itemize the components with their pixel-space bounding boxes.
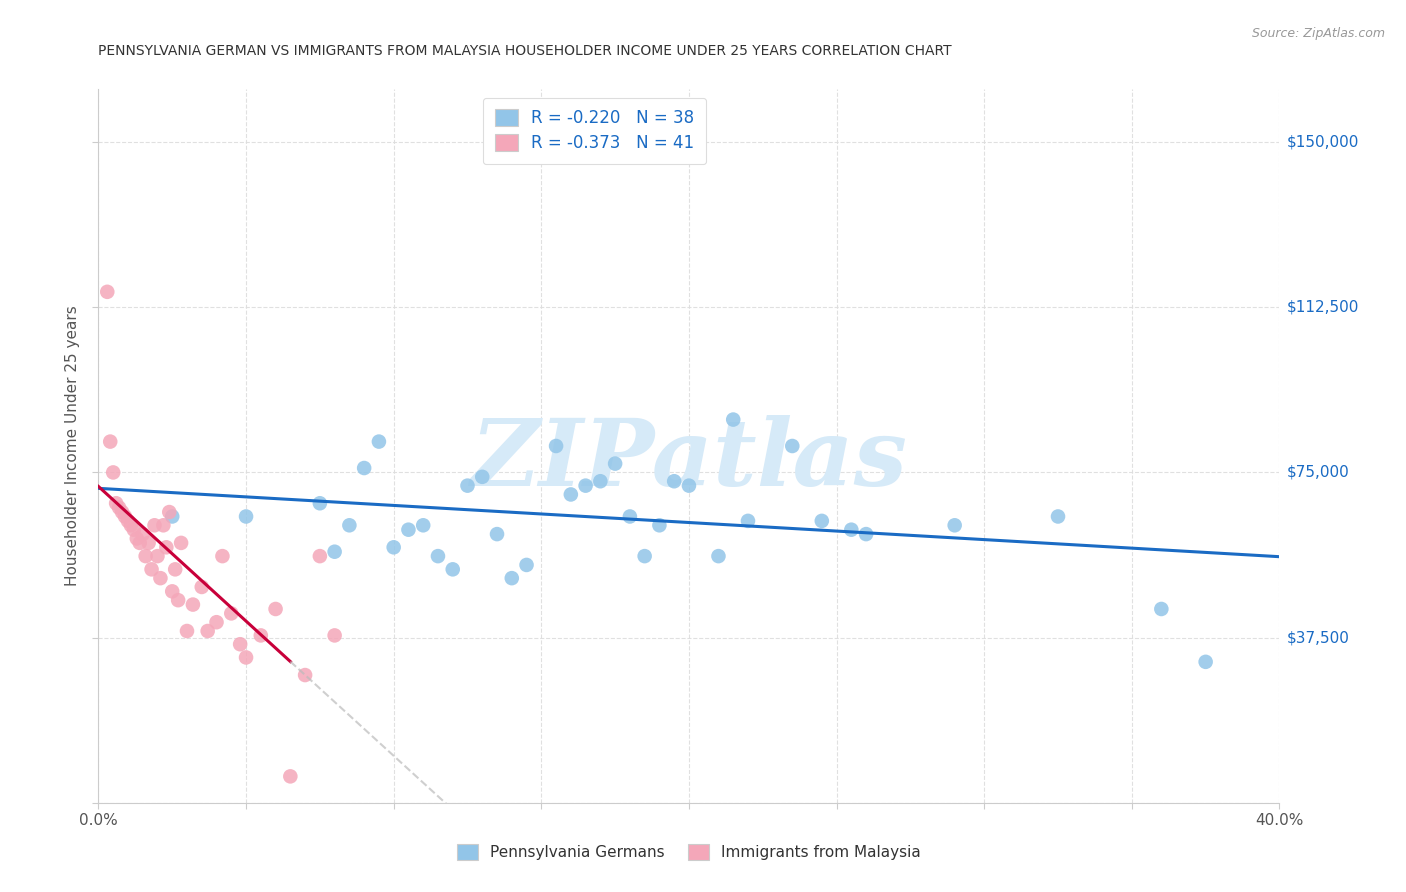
Point xyxy=(250,628,273,642)
Point xyxy=(382,541,405,555)
Point xyxy=(368,434,391,449)
Point xyxy=(294,668,316,682)
Point xyxy=(103,466,125,480)
Point xyxy=(633,549,655,563)
Point xyxy=(515,558,537,572)
Point xyxy=(108,500,131,515)
Point xyxy=(648,518,671,533)
Point xyxy=(737,514,759,528)
Point xyxy=(574,478,596,492)
Point xyxy=(135,549,157,563)
Point xyxy=(141,562,163,576)
Point xyxy=(125,532,148,546)
Point xyxy=(264,602,287,616)
Point xyxy=(1195,655,1218,669)
Point xyxy=(117,514,139,528)
Point xyxy=(170,536,193,550)
Point xyxy=(162,584,183,599)
Point xyxy=(114,509,136,524)
Point xyxy=(162,509,183,524)
Point xyxy=(1150,602,1173,616)
Text: ZIPatlas: ZIPatlas xyxy=(471,416,907,505)
Point xyxy=(191,580,214,594)
Point xyxy=(143,518,166,533)
Point xyxy=(441,562,464,576)
Point xyxy=(309,549,332,563)
Point xyxy=(132,527,155,541)
Legend: Pennsylvania Germans, Immigrants from Malaysia: Pennsylvania Germans, Immigrants from Ma… xyxy=(450,838,928,866)
Point xyxy=(855,527,877,541)
Point xyxy=(721,412,744,426)
Point xyxy=(111,505,134,519)
Point xyxy=(149,571,172,585)
Point xyxy=(157,505,180,519)
Point xyxy=(839,523,862,537)
Point xyxy=(219,607,242,621)
Point xyxy=(122,523,145,537)
Point xyxy=(456,478,478,492)
Point xyxy=(589,475,612,489)
Point xyxy=(176,624,198,638)
Point xyxy=(353,461,375,475)
Text: $150,000: $150,000 xyxy=(1286,135,1358,150)
Point xyxy=(412,518,434,533)
Point xyxy=(560,487,582,501)
Point xyxy=(486,527,509,541)
Point xyxy=(501,571,523,585)
Point xyxy=(396,523,419,537)
Point xyxy=(229,637,252,651)
Point xyxy=(278,769,302,783)
Text: PENNSYLVANIA GERMAN VS IMMIGRANTS FROM MALAYSIA HOUSEHOLDER INCOME UNDER 25 YEAR: PENNSYLVANIA GERMAN VS IMMIGRANTS FROM M… xyxy=(98,44,952,58)
Text: $75,000: $75,000 xyxy=(1286,465,1350,480)
Point xyxy=(165,562,187,576)
Point xyxy=(323,628,346,642)
Point xyxy=(810,514,832,528)
Text: Source: ZipAtlas.com: Source: ZipAtlas.com xyxy=(1251,27,1385,40)
Point xyxy=(197,624,219,638)
Point xyxy=(605,457,627,471)
Point xyxy=(235,509,257,524)
Point xyxy=(167,593,190,607)
Point xyxy=(943,518,966,533)
Point xyxy=(1046,509,1069,524)
Point xyxy=(544,439,567,453)
Text: $37,500: $37,500 xyxy=(1286,630,1350,645)
Point xyxy=(96,285,118,299)
Point xyxy=(138,536,160,550)
Point xyxy=(235,650,257,665)
Point xyxy=(678,478,700,492)
Point xyxy=(782,439,804,453)
Point xyxy=(181,598,204,612)
Point xyxy=(707,549,730,563)
Point xyxy=(211,549,233,563)
Point xyxy=(105,496,128,510)
Point xyxy=(128,536,150,550)
Point xyxy=(664,475,686,489)
Point xyxy=(427,549,450,563)
Point xyxy=(323,545,346,559)
Point xyxy=(155,541,177,555)
Point xyxy=(337,518,360,533)
Point xyxy=(205,615,228,630)
Y-axis label: Householder Income Under 25 years: Householder Income Under 25 years xyxy=(65,306,80,586)
Point xyxy=(98,434,121,449)
Point xyxy=(120,518,142,533)
Point xyxy=(152,518,174,533)
Point xyxy=(619,509,641,524)
Point xyxy=(309,496,332,510)
Text: $112,500: $112,500 xyxy=(1286,300,1358,315)
Point xyxy=(471,470,494,484)
Point xyxy=(146,549,169,563)
